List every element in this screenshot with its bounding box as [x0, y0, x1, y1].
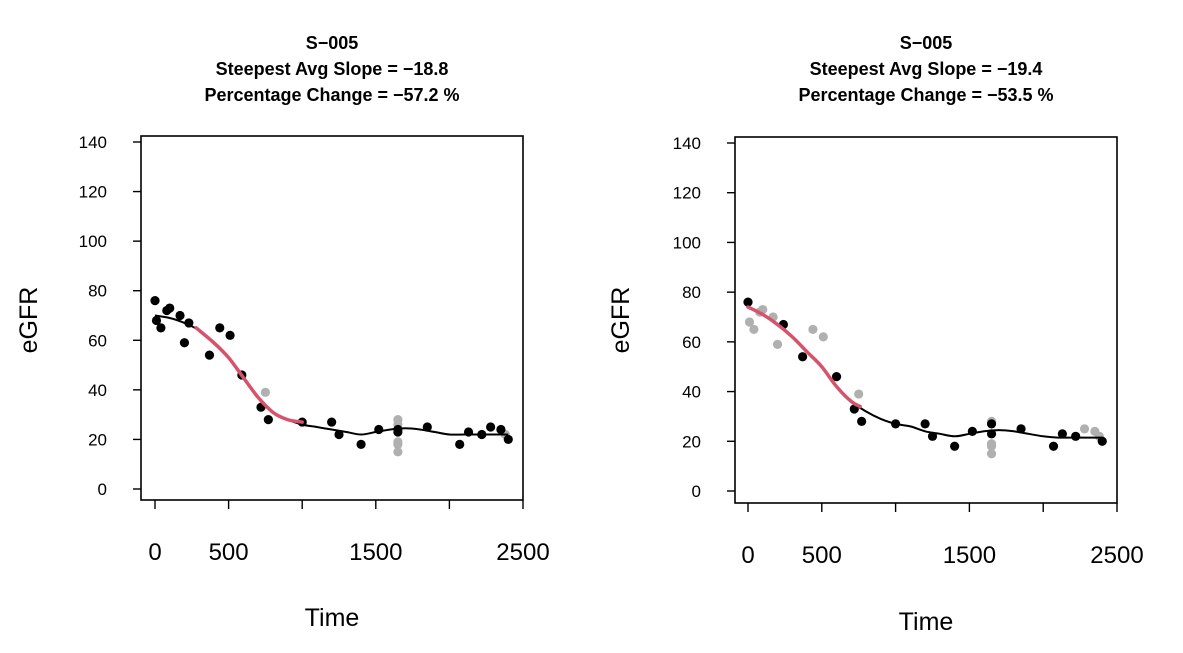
data-point	[743, 297, 753, 307]
y-tick-label: 20	[88, 430, 107, 449]
y-tick-label: 120	[79, 183, 107, 202]
data-point	[1048, 441, 1059, 451]
x-tick-label: 1500	[349, 539, 402, 566]
excluded-data-point	[986, 441, 997, 451]
y-axis-label: eGFR	[15, 287, 43, 354]
x-axis-label: Time	[305, 604, 360, 632]
data-point	[356, 439, 366, 449]
data-point	[950, 441, 960, 451]
x-tick-label: 1500	[943, 542, 996, 569]
data-point	[1057, 429, 1067, 439]
y-tick-label: 140	[673, 134, 701, 153]
y-tick-label: 80	[682, 283, 701, 302]
chart-title-line-1: S−005	[306, 33, 359, 53]
y-tick-label: 60	[88, 331, 107, 350]
x-tick-label: 0	[148, 539, 161, 566]
excluded-data-point	[818, 332, 828, 342]
data-point	[798, 352, 808, 362]
data-point	[165, 303, 175, 313]
steepest-slope-segment	[746, 305, 862, 409]
data-point	[150, 296, 160, 306]
excluded-data-point	[854, 389, 864, 399]
x-axis-label: Time	[899, 608, 954, 636]
fit-curve	[747, 306, 1103, 439]
y-tick-label: 20	[682, 432, 701, 451]
y-tick-label: 140	[79, 133, 107, 152]
excluded-data-point	[986, 449, 997, 459]
y-tick-label: 40	[682, 383, 701, 402]
chart-title-line-1: S−005	[900, 33, 953, 53]
data-point	[327, 417, 337, 427]
data-point	[175, 310, 185, 321]
plot-frame	[734, 136, 1118, 504]
y-tick-label: 80	[88, 282, 107, 301]
excluded-data-point	[1079, 424, 1090, 434]
x-tick-label: 2500	[496, 539, 549, 566]
data-point	[151, 315, 162, 326]
data-point	[225, 330, 235, 340]
chart-panel-right: S−005 Steepest Avg Slope = −19.4 Percent…	[607, 33, 1144, 636]
chart-panel-left: S−005 Steepest Avg Slope = −18.8 Percent…	[15, 33, 550, 632]
data-point	[831, 372, 842, 382]
data-point	[986, 419, 997, 429]
chart-title-line-3: Percentage Change = −57.2 %	[204, 85, 459, 105]
excluded-data-point	[393, 447, 403, 457]
y-tick-label: 100	[673, 233, 701, 252]
x-tick-label: 500	[802, 542, 842, 569]
chart-title-line-2: Steepest Avg Slope = −19.4	[810, 59, 1043, 79]
data-point	[857, 416, 867, 426]
excluded-data-point	[749, 324, 759, 335]
excluded-data-point	[772, 339, 783, 349]
data-point	[1071, 431, 1081, 441]
x-tick-label: 0	[741, 542, 754, 569]
data-point	[496, 424, 506, 435]
data-point	[503, 434, 513, 445]
y-tick-label: 40	[88, 381, 107, 400]
y-tick-label: 120	[673, 184, 701, 203]
data-point	[486, 422, 496, 432]
data-point	[920, 419, 930, 429]
y-axis-label: eGFR	[607, 287, 635, 354]
excluded-data-point	[808, 324, 818, 335]
chart-title-line-3: Percentage Change = −53.5 %	[798, 85, 1053, 105]
data-point	[179, 338, 190, 348]
data-point	[204, 350, 215, 360]
data-point	[156, 323, 166, 333]
data-point	[1097, 436, 1107, 446]
fit-curve	[154, 314, 509, 436]
y-tick-label: 0	[98, 480, 107, 499]
plot-area: 0 20 40 60 80 100 120 140 0 500 1500 2500	[673, 134, 1144, 569]
x-tick-label: 2500	[1090, 542, 1143, 569]
chart-title-line-2: Steepest Avg Slope = −18.8	[216, 59, 449, 79]
excluded-data-point	[260, 387, 270, 397]
excluded-data-point	[744, 317, 755, 327]
plot-area: 0 20 40 60 80 100 120 140 0 500 1500 2500	[79, 133, 550, 566]
data-point	[215, 323, 225, 333]
y-tick-label: 60	[682, 333, 701, 352]
plot-frame	[140, 135, 524, 501]
y-tick-label: 0	[692, 482, 701, 501]
excluded-data-point	[393, 439, 403, 449]
steepest-slope-segment	[194, 326, 304, 424]
data-point	[263, 415, 273, 425]
data-point	[334, 429, 344, 440]
x-tick-label: 500	[209, 539, 249, 566]
y-tick-label: 100	[79, 232, 107, 251]
data-point	[455, 439, 465, 449]
